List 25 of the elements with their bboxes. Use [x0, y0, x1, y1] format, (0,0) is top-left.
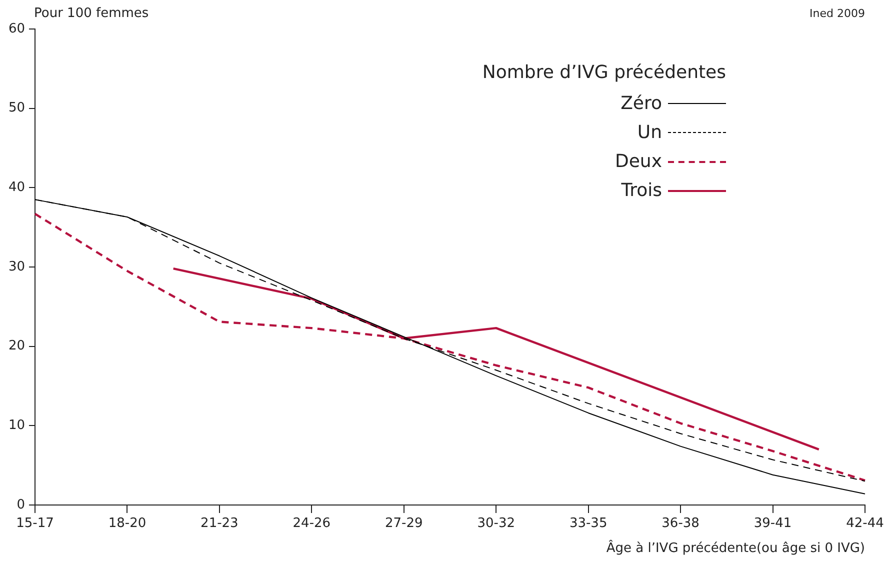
text: Ined 2009 [810, 7, 865, 20]
x-tick-label: 33-35 [569, 516, 608, 532]
x-tick-label: 15-17 [16, 516, 54, 532]
y-axis-title: Pour 100 femmes [34, 6, 149, 21]
x-tick-label: 21-23 [200, 516, 238, 532]
legend-label: Zéro [620, 93, 662, 114]
y-tick-label: 50 [8, 100, 25, 116]
x-axis-title: Âge à l’IVG précédente(ou âge si 0 IVG) [606, 541, 865, 556]
y-tick-label: 10 [8, 418, 25, 434]
x-tick-label: 18-20 [108, 516, 146, 532]
x-tick-label: 27-29 [385, 516, 423, 532]
legend-title: Nombre d’IVG précédentes [482, 62, 726, 83]
x-tick-label: 24-26 [292, 516, 331, 532]
y-tick-label: 40 [8, 180, 25, 196]
y-tick-label: 0 [16, 497, 25, 512]
y-tick-label: 20 [8, 338, 25, 354]
x-tick-label: 42-44 [846, 516, 884, 532]
y-tick-label: 60 [8, 21, 25, 36]
legend-label: Un [637, 122, 662, 143]
y-tick-label: 30 [8, 259, 25, 274]
x-tick-label: 36-38 [662, 516, 700, 532]
legend-label: Deux [615, 151, 662, 172]
x-tick-label: 30-32 [477, 516, 515, 532]
x-tick-label: 39-41 [754, 516, 792, 532]
legend-label: Trois [621, 180, 662, 201]
